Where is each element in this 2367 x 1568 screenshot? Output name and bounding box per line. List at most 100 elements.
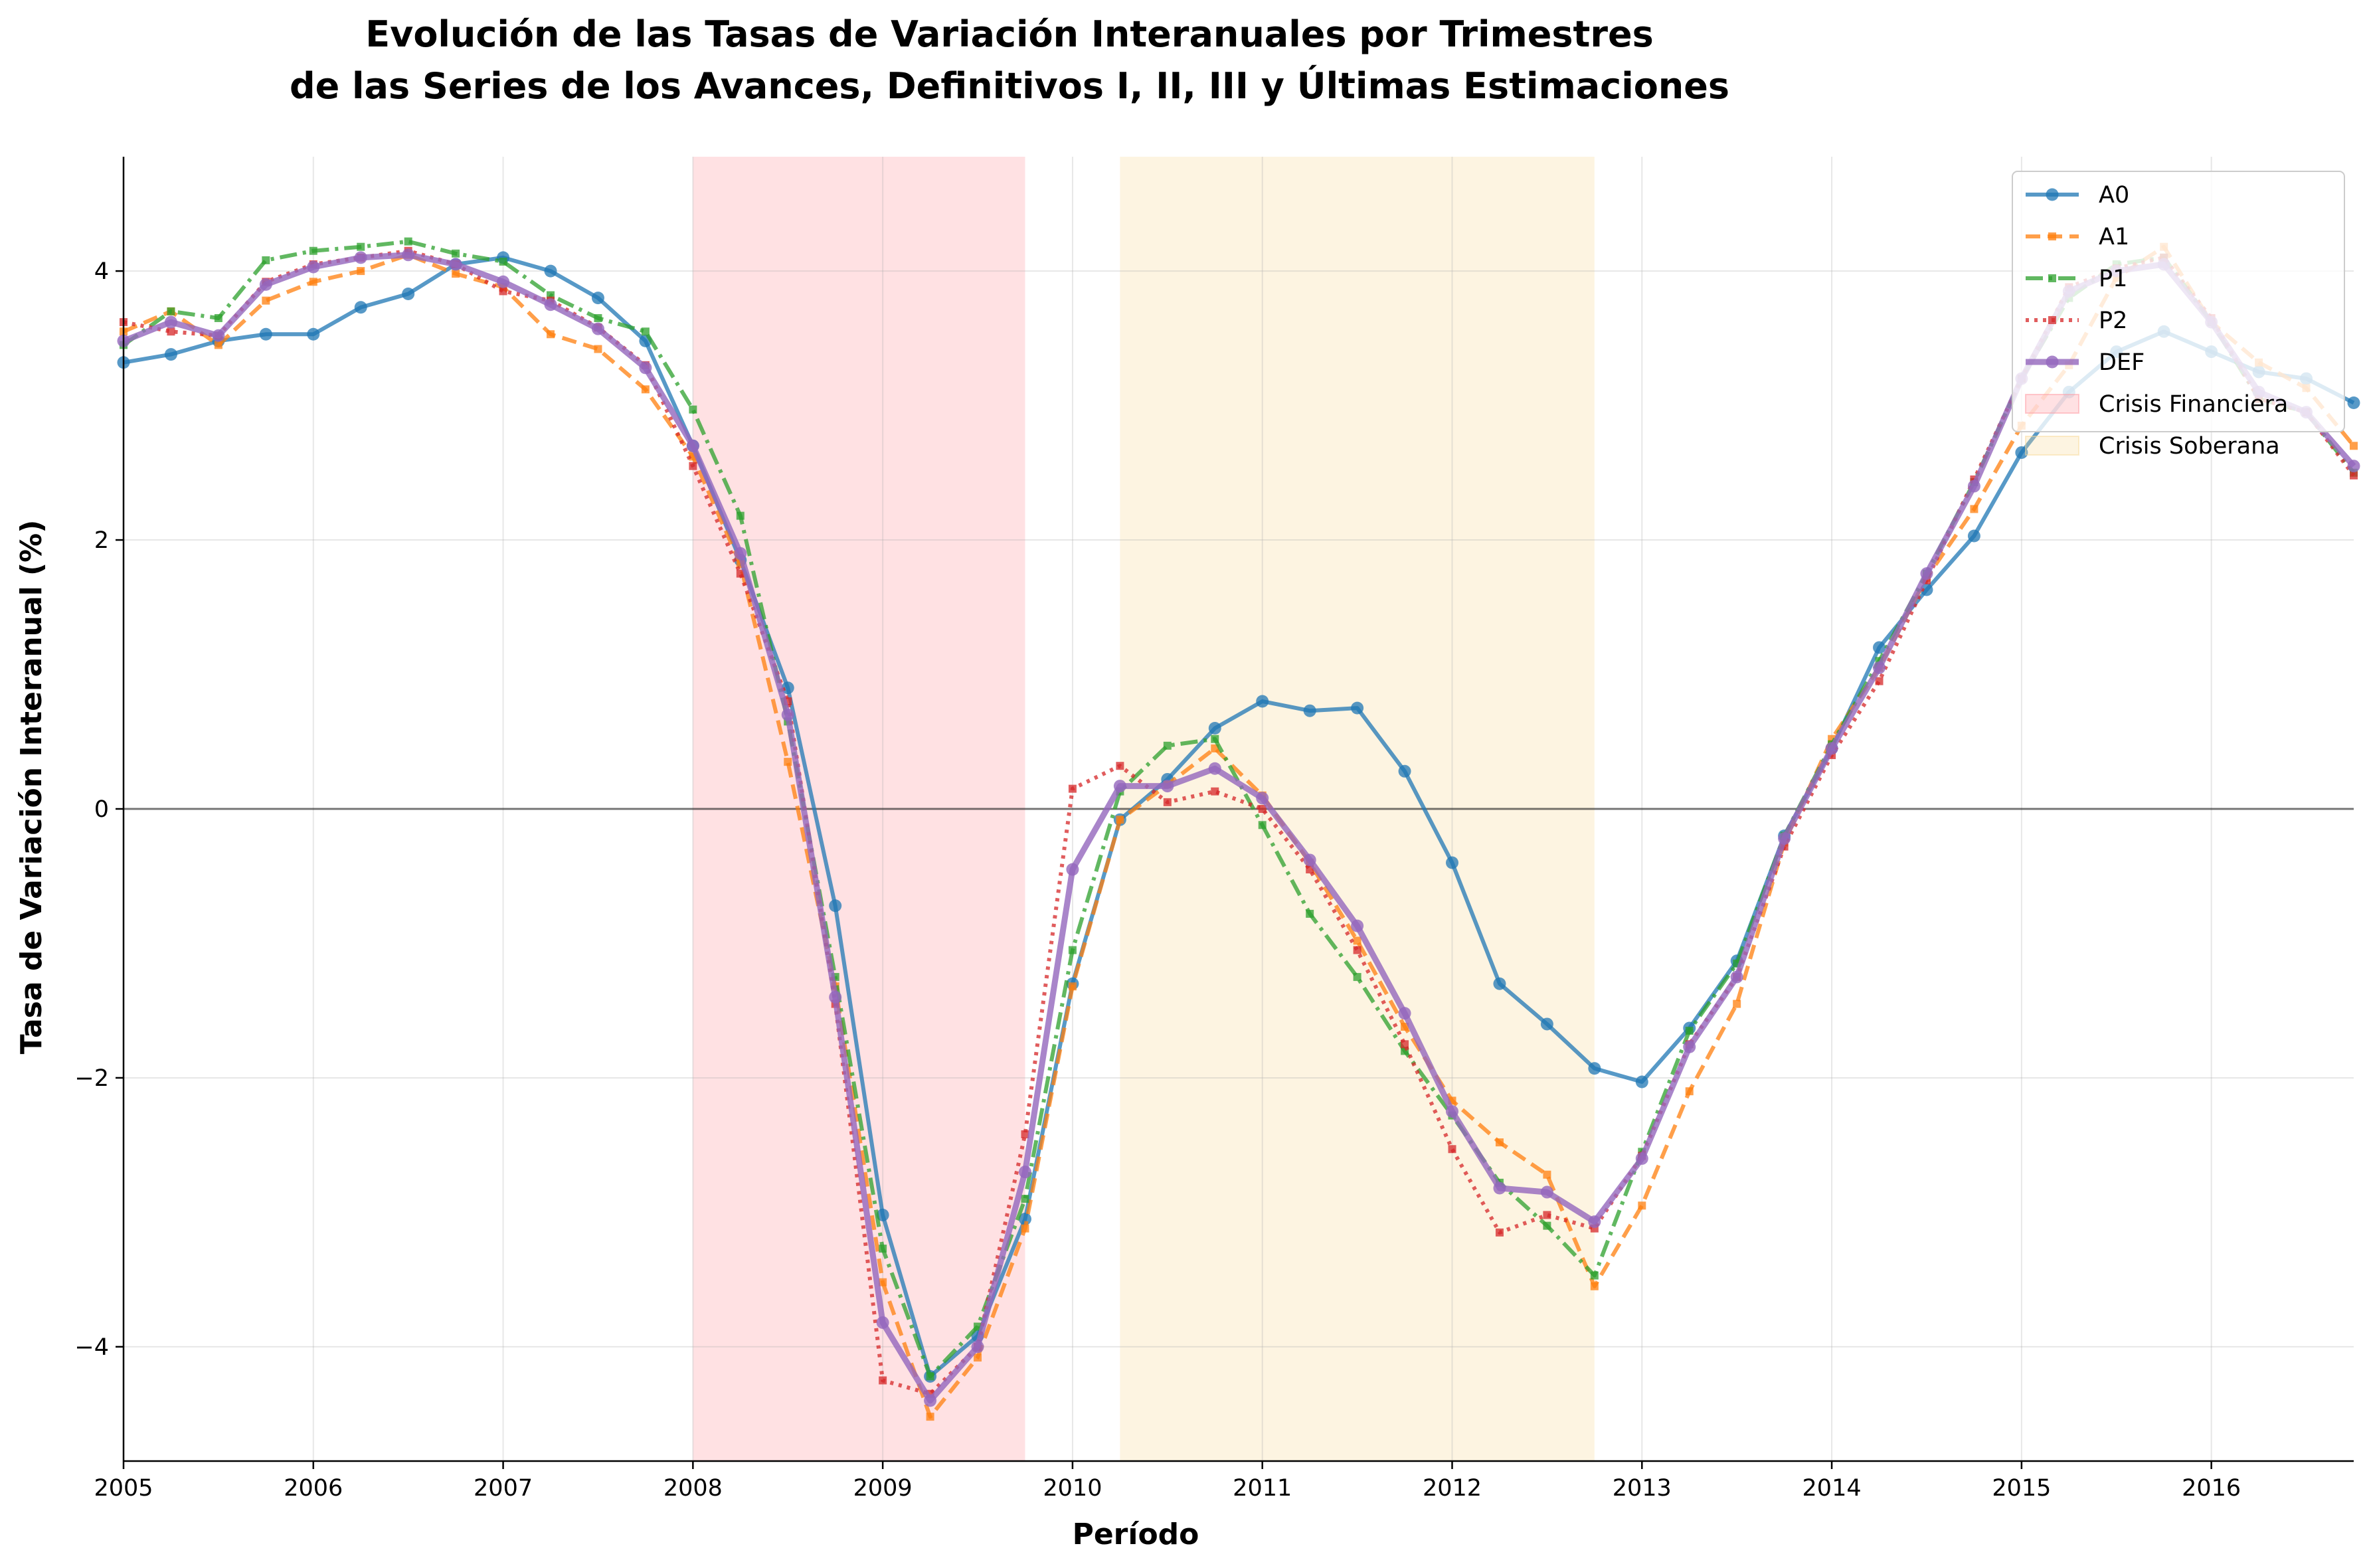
data-point [1401,1040,1409,1049]
data-point [641,327,650,336]
data-point [1588,1062,1601,1075]
data-point [164,348,177,361]
data-point [926,1413,934,1421]
data-point [167,327,175,336]
data-point [1163,798,1172,806]
chart-title-line-2: de las Series de los Avances, Definitivo… [290,65,1729,107]
data-point [1161,780,1174,793]
data-point [876,1316,889,1329]
data-point [214,313,222,322]
data-point [2347,460,2360,473]
data-point [1967,529,1980,543]
data-point [357,242,365,251]
data-point [1353,973,1361,982]
legend-marker [2046,355,2059,369]
data-point [307,327,320,341]
data-point [639,361,652,375]
data-point [2350,471,2358,479]
data-point [1398,764,1411,778]
data-point [1258,805,1267,813]
data-point [1208,722,1221,735]
legend-label: Crisis Soberana [2099,433,2280,460]
data-point [1258,821,1267,829]
data-point [734,547,747,560]
data-point [1018,1166,1031,1179]
data-point [1778,832,1791,845]
data-point [1448,1145,1456,1154]
x-tick-label: 2016 [2182,1475,2241,1502]
data-point [309,246,317,255]
data-point [689,462,697,470]
data-point [544,264,557,278]
legend-marker [2046,188,2059,201]
x-tick-label: 2006 [284,1475,343,1502]
data-point [971,1340,984,1353]
data-point [879,1376,887,1385]
data-point [402,248,415,262]
data-point [1068,982,1077,991]
legend-box [2012,171,2345,432]
data-point [2347,396,2360,410]
data-point [1208,762,1221,775]
data-point [594,313,602,322]
data-point [1303,853,1316,867]
data-point [214,341,222,349]
series-line-a0 [123,255,2355,1379]
data-point [354,301,367,314]
legend-marker [2048,316,2056,324]
data-point [926,1372,934,1381]
data-point [1540,1185,1553,1199]
data-point [876,1208,889,1221]
y-tick-label: −4 [74,1334,109,1361]
data-point [262,256,270,264]
data-point [591,292,604,305]
data-point [404,237,412,246]
data-point [736,511,745,520]
data-point [262,296,270,305]
data-point [736,569,745,578]
data-point [1683,1040,1696,1053]
data-point [1730,970,1743,984]
data-point [497,275,510,288]
data-point [1066,863,1079,876]
data-point [1353,936,1361,945]
x-tick-label: 2014 [1802,1475,1862,1502]
data-point [402,288,415,301]
data-point [1970,505,1978,513]
data-point [1211,787,1219,796]
data-point [307,260,320,274]
y-tick-label: −2 [74,1065,109,1092]
legend-label: DEF [2099,349,2145,376]
data-point [829,899,842,913]
data-point [1635,1152,1648,1165]
data-point [309,278,317,286]
data-point [1113,780,1126,793]
data-point [547,330,555,339]
data-point [1021,1195,1029,1203]
data-point [449,258,462,271]
data-point [1116,762,1124,770]
data-point [1493,1181,1506,1195]
data-point [1351,919,1364,932]
data-point [924,1394,937,1407]
data-point [1967,479,1980,493]
data-point [1021,1224,1029,1233]
data-point [354,251,367,264]
data-point [1733,1000,1741,1008]
data-point [1543,1170,1551,1179]
legend-label: A1 [2099,224,2129,250]
data-point [594,345,602,353]
data-point [1306,909,1314,918]
x-tick-label: 2005 [94,1475,153,1502]
x-tick-label: 2009 [853,1475,913,1502]
data-point [784,758,792,766]
data-point [1920,583,1933,596]
data-point [879,1245,887,1253]
legend-marker [2048,274,2056,282]
data-point [1163,741,1172,750]
x-tick-label: 2010 [1043,1475,1102,1502]
data-point [641,385,650,394]
data-point [1021,1130,1029,1138]
